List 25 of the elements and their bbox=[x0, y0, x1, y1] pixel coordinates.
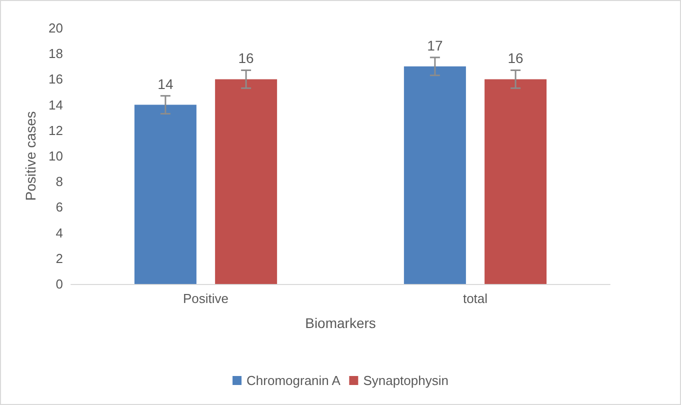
y-tick-label: 2 bbox=[56, 250, 63, 266]
y-tick-label: 0 bbox=[56, 276, 63, 292]
y-tick-label: 6 bbox=[56, 200, 63, 215]
y-tick-label: 14 bbox=[48, 97, 63, 112]
x-axis-title: Biomarkers bbox=[305, 315, 376, 331]
y-tick-label: 12 bbox=[48, 122, 63, 138]
y-tick-label: 18 bbox=[48, 46, 63, 62]
y-tick-label: 8 bbox=[56, 174, 63, 190]
data-label: 16 bbox=[508, 50, 524, 66]
y-tick-label: 16 bbox=[48, 72, 63, 87]
y-tick-label: 4 bbox=[56, 225, 63, 240]
data-label: 16 bbox=[238, 50, 254, 66]
legend-label: Chromogranin A bbox=[246, 373, 341, 388]
bar bbox=[484, 79, 547, 284]
x-tick-label: total bbox=[462, 291, 488, 306]
y-tick-label: 10 bbox=[48, 148, 63, 164]
data-label: 14 bbox=[158, 76, 174, 92]
bar bbox=[404, 66, 466, 284]
y-axis-title: Positive cases bbox=[22, 111, 39, 201]
bar bbox=[215, 79, 278, 284]
x-tick-label: Positive bbox=[182, 291, 229, 306]
legend-label: Synaptophysin bbox=[363, 373, 448, 388]
y-tick-label: 20 bbox=[48, 20, 63, 36]
bar bbox=[134, 104, 196, 284]
data-label: 17 bbox=[427, 37, 443, 54]
